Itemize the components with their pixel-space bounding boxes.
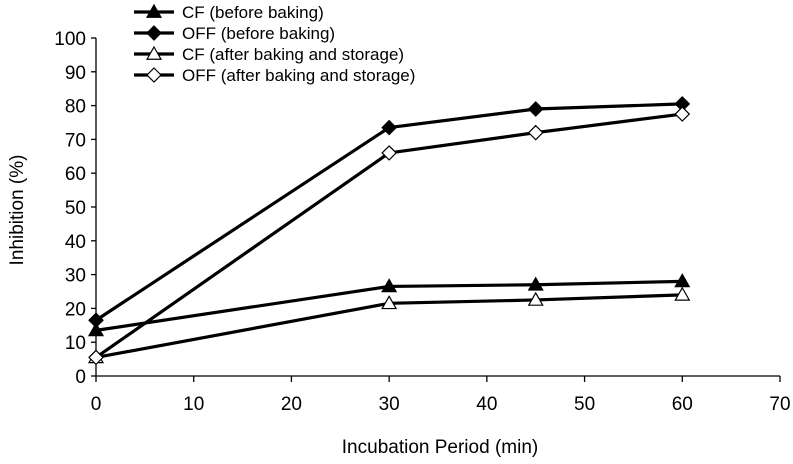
series-line [95,279,683,332]
data-point [381,278,398,293]
series-line [95,293,683,359]
data-point [527,101,544,117]
data-point [527,276,544,291]
x-tick-label: 60 [672,394,693,415]
series-off-before-baking [88,96,691,329]
data-point [381,145,397,161]
y-tick-label: 60 [65,164,86,185]
legend-label: OFF (after baking and storage) [182,66,415,85]
data-point [527,124,544,141]
y-tick-label: 30 [65,266,86,287]
axes [95,38,780,377]
legend-marker [145,45,163,60]
x-axis-title: Incubation Period (min) [342,437,538,458]
legend-label: OFF (before baking) [182,24,335,43]
legend: CF (before baking) OFF (before baking) CF … [134,3,415,85]
x-axis-ticks: 0 10 20 30 40 50 60 70 [91,376,791,415]
series-line [95,102,683,322]
legend-marker [145,3,163,18]
y-axis-title: Inhibition (%) [7,155,28,266]
series-line [95,112,683,359]
x-tick-label: 0 [91,394,102,415]
data-point [674,286,691,301]
data-point [381,295,398,310]
legend-label: CF (before baking) [182,3,324,22]
data-point [381,119,397,136]
legend-item: CF (after baking and storage) [134,45,404,64]
x-tick-label: 50 [574,394,595,415]
y-tick-label: 10 [65,333,86,354]
series-cf-before-baking [87,273,691,337]
y-tick-label: 0 [75,367,86,388]
legend-marker [146,67,162,83]
legend-marker [146,25,162,41]
data-point [674,106,691,122]
y-axis-ticks: 0 10 20 30 40 50 60 70 80 90 100 [54,29,96,388]
x-tick-label: 30 [379,394,400,415]
legend-item: OFF (after baking and storage) [134,66,415,85]
data-point [88,312,104,329]
x-tick-label: 70 [769,394,790,415]
y-tick-label: 80 [65,97,86,118]
x-tick-label: 10 [183,394,204,415]
y-tick-label: 50 [65,198,86,219]
y-tick-label: 20 [65,299,86,320]
y-tick-label: 90 [65,63,86,84]
y-tick-label: 100 [54,29,86,50]
data-point [674,273,691,288]
legend-label: CF (after baking and storage) [182,45,404,64]
x-tick-label: 20 [281,394,302,415]
series-layer [87,96,691,366]
data-point [87,322,105,337]
legend-item: OFF (before baking) [134,24,335,43]
data-point [88,349,104,366]
series-off-after-baking-and-storage [88,106,691,366]
legend-item: CF (before baking) [134,3,324,22]
y-tick-label: 40 [65,232,86,253]
x-tick-label: 40 [476,394,497,415]
data-point [527,291,544,306]
y-tick-label: 70 [65,130,86,151]
